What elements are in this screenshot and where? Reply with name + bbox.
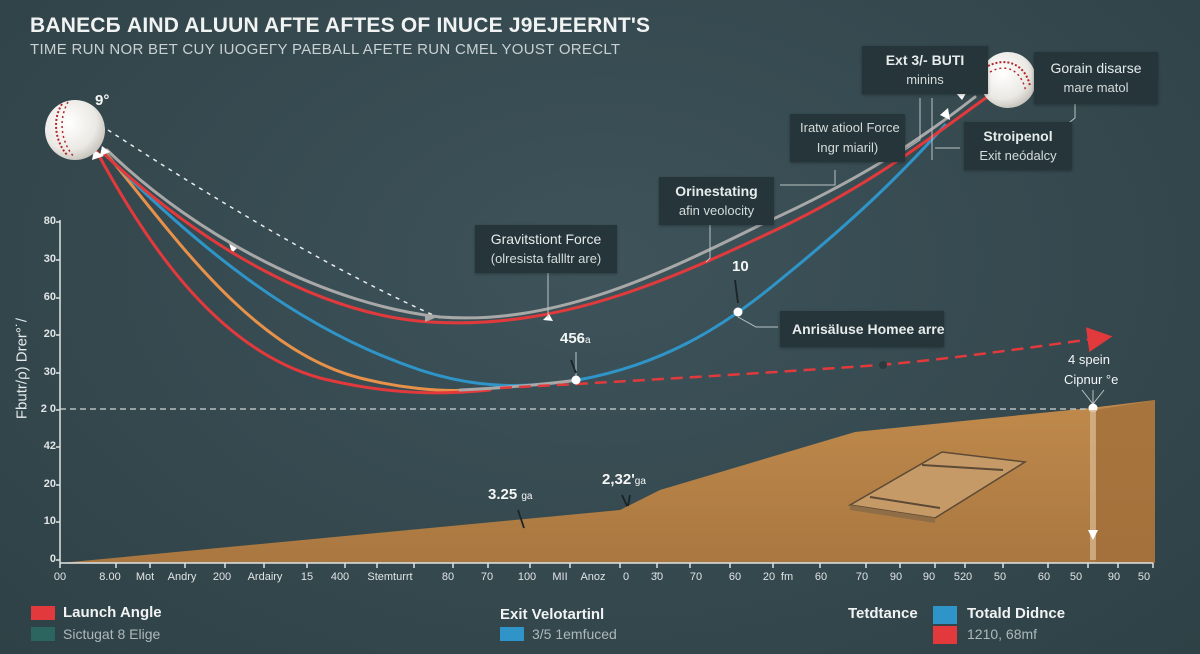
legend-tetdtance: Tetdtance (848, 605, 918, 622)
data-point (733, 307, 743, 317)
gray-trajectory (105, 95, 977, 320)
y-tick: 60 (43, 291, 56, 303)
x-tick: Mot (135, 571, 155, 583)
callout-stroipenol: Stroipenol Exit neódalcy (964, 122, 1072, 170)
home-plate-board (847, 451, 1028, 523)
legend-exit-velocity-sub: 3/5 1emfuced (532, 626, 617, 642)
y-axis-label: Fbutr/ρ) Drer°˙/ (13, 317, 31, 420)
total-distance-dashed (499, 327, 1113, 390)
down-arrow-icon (1088, 530, 1098, 540)
x-tick: Ardairy (247, 571, 283, 583)
baseball-icon (45, 100, 105, 160)
peak-annotation: 10 (732, 258, 749, 275)
orange-trajectory (103, 150, 472, 392)
chart-subtitle: TIME RUN NOR BET CUY IUOGEΓY PAEBALL AFE… (30, 41, 621, 58)
x-tick: Anoz (580, 571, 606, 583)
y-tick: 10 (43, 515, 56, 527)
x-tick: 100 (517, 571, 537, 583)
data-point (571, 375, 581, 385)
drop-line (1090, 410, 1096, 560)
x-tick: 00 (53, 571, 67, 583)
callout-iratw: Iratw atiool Force Ingr miaril) (790, 114, 905, 162)
callout-gravitation: Gravitstiont Force (olresista fallltr ar… (475, 225, 617, 273)
x-tick: 80 (441, 571, 455, 583)
x-tick: 60 (814, 571, 828, 583)
x-tick: 3̆0 (650, 571, 664, 583)
callout-anrisaluse: Anrisäluse Homee arre (780, 311, 945, 347)
x-tick: fm (780, 571, 794, 583)
x-tick: 50 (1069, 571, 1083, 583)
arrowhead-icon (940, 108, 950, 120)
upper-red-trajectory (100, 93, 992, 325)
x-tick: 15 (300, 571, 314, 583)
legend-swatch-blue (500, 627, 524, 641)
x-tick: 60 (1037, 571, 1051, 583)
x-tick: 70 (855, 571, 869, 583)
x-tick: Andry (167, 571, 197, 583)
callout-connectors (547, 98, 1105, 405)
y-tick: 80 (43, 215, 56, 227)
legend-total-distance-sub: 1210, 68mf (967, 626, 1038, 642)
y-tick: 0 (49, 553, 56, 565)
y-tick: 20 (43, 478, 56, 490)
legend-total-distance: Totald Didnce (967, 605, 1066, 622)
value-annotation-456: 456a (560, 330, 591, 347)
x-tick: 90 (889, 571, 903, 583)
launch-angle-annotation: 9° (95, 92, 110, 109)
x-tick: 90 (1107, 571, 1121, 583)
dotted-trajectory (107, 129, 441, 319)
y-axis (56, 220, 61, 563)
legend-exit-velocity: Exit Velotartinl (500, 606, 605, 623)
pointer-ticks (517, 279, 739, 529)
value-annotation-232: 2,32'ga (602, 471, 646, 488)
arrowhead-icon (425, 314, 435, 322)
x-tick: 50 (1137, 571, 1151, 583)
lower-red-trajectory (95, 150, 492, 395)
legend-launch-angle-sub: Sictugat 8 Elige (63, 626, 161, 642)
x-tick: 60 (728, 571, 742, 583)
x-tick: 50 (993, 571, 1007, 583)
legend-swatch-teal (31, 627, 55, 641)
spein-annotation: 4 spein (1068, 352, 1110, 367)
x-tick: Stemturrt (367, 571, 413, 583)
x-tick: MII (552, 571, 568, 583)
x-tick: 70 (689, 571, 703, 583)
x-tick: 0 (622, 571, 630, 583)
y-tick: 20 (43, 328, 56, 340)
legend-swatch-blue-2 (933, 606, 957, 624)
dirt-field (60, 400, 1155, 563)
y-tick: 42 (43, 440, 56, 452)
chart-title: BANECБ AIND ALUUN AFTE AFTES OF INUCE J9… (30, 14, 651, 37)
y-tick: 2 0 (40, 403, 56, 415)
legend-swatch-red-2 (933, 626, 957, 644)
x-tick: 8.00 (99, 571, 121, 583)
x-axis (59, 562, 1154, 568)
callout-gorain: Gorain disarse mare matol (1034, 52, 1158, 104)
x-tick: 400 (330, 571, 350, 583)
x-tick: 520 (953, 571, 973, 583)
legend-swatch-red (31, 606, 55, 620)
arrowhead-icon (100, 146, 110, 156)
cipnur-annotation: Cipnur °e (1064, 372, 1119, 387)
y-tick: 30 (43, 253, 56, 265)
y-tick: 30 (43, 366, 56, 378)
x-tick: 20 (762, 571, 776, 583)
arrowhead-icon (92, 150, 104, 160)
x-tick: 90 (922, 571, 936, 583)
x-tick: 70 (480, 571, 494, 583)
legend-launch-angle: Launch Angle (63, 604, 162, 621)
baseball-icon (980, 52, 1036, 108)
callout-orinestating: Orinestating afin veolocity (659, 177, 774, 225)
value-annotation-325: 3.25 ga (488, 486, 533, 503)
x-tick: 200 (212, 571, 232, 583)
callout-exit-top: Ext 3/- BUTI minins (862, 46, 988, 94)
